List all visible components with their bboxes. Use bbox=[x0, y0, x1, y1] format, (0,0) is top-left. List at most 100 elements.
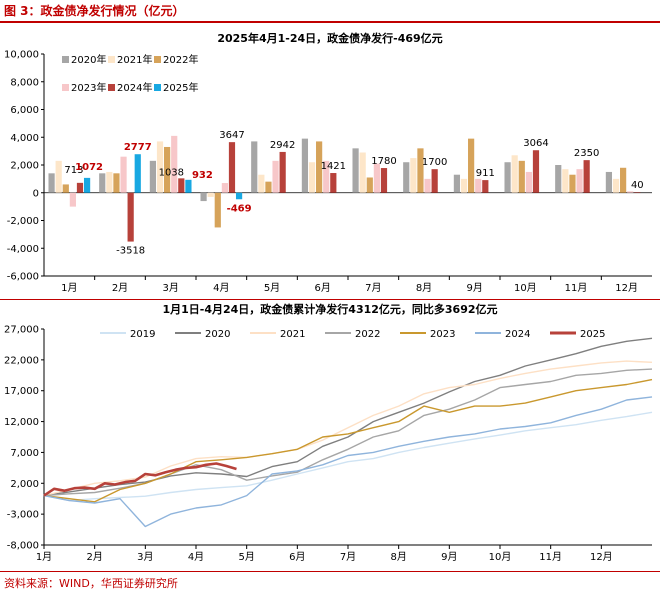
x-tick-label: 3月 bbox=[137, 551, 153, 563]
y-tick-label: 27,000 bbox=[4, 325, 39, 336]
bar-2022年 bbox=[620, 167, 627, 193]
bar-2021年 bbox=[562, 169, 569, 193]
bar-2023年 bbox=[171, 135, 178, 193]
bar-2024年 bbox=[178, 178, 185, 193]
data-label: 911 bbox=[476, 168, 495, 179]
x-tick-label: 2月 bbox=[86, 551, 102, 563]
series-line-2023 bbox=[43, 378, 653, 503]
bottom-rule bbox=[0, 571, 660, 572]
line-chart-title: 1月1日-4月24日，政金债累计净发行4312亿元，同比多3692亿元 bbox=[162, 302, 497, 316]
data-label: -469 bbox=[227, 203, 252, 214]
bar-2024年 bbox=[76, 182, 84, 193]
y-tick-label: 4,000 bbox=[10, 133, 39, 144]
bar-2024年 bbox=[431, 169, 438, 193]
x-tick-label: 8月 bbox=[390, 551, 406, 563]
bar-2020年 bbox=[352, 148, 359, 193]
legend-label: 2021年 bbox=[117, 53, 152, 66]
legend-label: 2024 bbox=[505, 329, 530, 340]
bar-2023年 bbox=[69, 192, 76, 207]
y-tick-label: 17,000 bbox=[4, 386, 39, 397]
x-tick-label: 1月 bbox=[36, 551, 52, 563]
legend-swatch bbox=[108, 56, 115, 63]
y-tick-label: 6,000 bbox=[10, 105, 39, 116]
x-tick-label: 6月 bbox=[289, 551, 305, 563]
legend-swatch bbox=[154, 84, 161, 91]
legend-label: 2021 bbox=[280, 329, 305, 340]
data-label: 3647 bbox=[219, 130, 244, 141]
bar-2020年 bbox=[251, 141, 258, 193]
bar-2023年 bbox=[525, 171, 532, 193]
y-tick-label: 10,000 bbox=[4, 50, 39, 61]
bar-2024年 bbox=[279, 151, 286, 193]
bar-2023年 bbox=[576, 169, 583, 193]
bar-2024年 bbox=[380, 168, 388, 193]
bar-2021年 bbox=[55, 160, 62, 193]
bar-2023年 bbox=[272, 160, 279, 193]
x-tick-label: 2月 bbox=[112, 282, 128, 294]
bar-2021年 bbox=[258, 174, 265, 193]
x-tick-label: 7月 bbox=[365, 282, 381, 294]
cumulative-line-chart: 1月1日-4月24日，政金债累计净发行4312亿元，同比多3692亿元 27,0… bbox=[4, 302, 653, 563]
data-label: 1038 bbox=[159, 167, 184, 178]
bar-2021年 bbox=[359, 152, 366, 193]
x-tick-label: 12月 bbox=[615, 282, 638, 294]
bar-2020年 bbox=[453, 174, 461, 193]
data-label: 1421 bbox=[321, 161, 346, 172]
bar-2025年 bbox=[235, 192, 243, 200]
y-tick-label: 2,000 bbox=[10, 161, 39, 172]
bar-2020年 bbox=[48, 173, 55, 193]
x-tick-label: 11月 bbox=[565, 282, 588, 294]
legend-label: 2020年 bbox=[71, 53, 106, 66]
bar-2025年 bbox=[134, 154, 141, 193]
source-note: 资料来源：WIND，华西证券研究所 bbox=[4, 577, 178, 590]
y-tick-label: -8,000 bbox=[7, 541, 39, 552]
y-tick-label: 2,000 bbox=[10, 479, 39, 490]
bar-2024年 bbox=[634, 192, 641, 193]
legend-label: 2025年 bbox=[163, 81, 198, 94]
x-tick-label: 3月 bbox=[162, 282, 178, 294]
x-tick-label: 9月 bbox=[466, 282, 482, 294]
bar-2020年 bbox=[504, 162, 511, 193]
bar-2024年 bbox=[330, 173, 337, 193]
bar-2020年 bbox=[301, 138, 309, 193]
data-label: 40 bbox=[631, 180, 644, 191]
bar-2022年 bbox=[417, 148, 424, 193]
bar-2021年 bbox=[308, 162, 316, 193]
x-tick-label: 9月 bbox=[441, 551, 457, 563]
y-tick-label: 22,000 bbox=[4, 355, 39, 366]
data-label: 1072 bbox=[75, 162, 103, 173]
legend-label: 2025 bbox=[580, 329, 605, 340]
legend-label: 2024年 bbox=[117, 81, 152, 94]
y-tick-label: -4,000 bbox=[7, 244, 39, 255]
legend-swatch bbox=[108, 84, 115, 91]
bar-2022年 bbox=[113, 173, 120, 193]
bar-2021年 bbox=[207, 192, 214, 197]
bar-chart-title: 2025年4月1-24日，政金债净发行-469亿元 bbox=[217, 31, 442, 45]
bar-2022年 bbox=[265, 181, 272, 193]
legend-swatch bbox=[62, 56, 69, 63]
bar-2023年 bbox=[221, 183, 228, 193]
top-rule bbox=[0, 21, 660, 23]
x-tick-label: 1月 bbox=[61, 282, 77, 294]
bar-2023年 bbox=[475, 178, 482, 193]
legend-label: 2023年 bbox=[71, 81, 106, 94]
data-label: 2942 bbox=[270, 140, 295, 151]
series-line-2022 bbox=[43, 368, 653, 497]
bar-2020年 bbox=[149, 160, 157, 193]
bar-2023年 bbox=[373, 163, 380, 193]
bar-2024年 bbox=[482, 180, 489, 193]
legend-swatch bbox=[62, 84, 69, 91]
bar-2020年 bbox=[99, 173, 106, 193]
bar-2022年 bbox=[366, 177, 373, 193]
x-tick-label: 5月 bbox=[238, 551, 254, 563]
middle-rule bbox=[0, 299, 660, 300]
legend-label: 2023 bbox=[430, 329, 455, 340]
y-tick-label: 7,000 bbox=[10, 448, 39, 459]
data-label: 713 bbox=[64, 165, 83, 176]
bar-2023年 bbox=[120, 156, 127, 193]
x-tick-label: 4月 bbox=[188, 551, 204, 563]
bar-2022年 bbox=[214, 192, 221, 228]
bar-2021年 bbox=[511, 155, 518, 193]
series-line-2024 bbox=[43, 396, 653, 528]
bar-2024年 bbox=[583, 160, 590, 193]
